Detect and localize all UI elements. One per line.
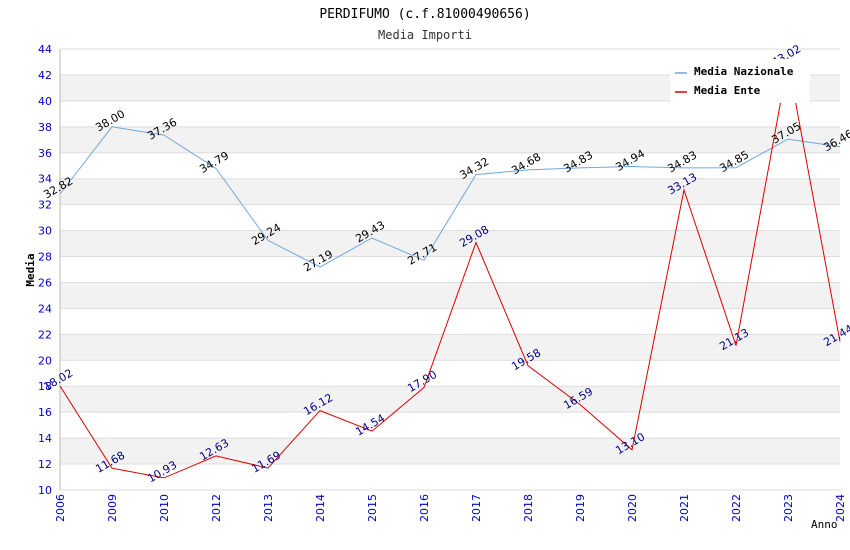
y-tick-label: 26 — [38, 276, 52, 289]
x-tick-label: 2018 — [522, 494, 535, 522]
y-tick-label: 36 — [38, 147, 52, 160]
y-tick-label: 34 — [38, 173, 52, 186]
x-tick-label: 2023 — [782, 494, 795, 522]
grid-band — [60, 282, 840, 309]
y-tick-label: 18 — [38, 380, 52, 393]
grid-lines — [60, 48, 840, 491]
legend-label-media-ente: Media Ente — [694, 84, 761, 97]
x-tick-label: 2020 — [626, 494, 639, 522]
y-tick-label: 24 — [38, 302, 52, 315]
y-axis-label: Media — [24, 253, 37, 286]
grid-bands — [60, 74, 840, 465]
x-tick-label: 2009 — [106, 494, 119, 522]
chart-subtitle: Media Importi — [378, 28, 472, 42]
x-tick-label: 2024 — [834, 494, 847, 522]
y-tick-label: 22 — [38, 328, 52, 341]
y-tick-label: 28 — [38, 251, 52, 264]
data-label: 14.54 — [353, 412, 387, 439]
x-tick-label: 2014 — [314, 494, 327, 522]
x-tick-label: 2019 — [574, 494, 587, 522]
y-tick-label: 44 — [38, 43, 52, 56]
y-tick-label: 20 — [38, 354, 52, 367]
series-line-0 — [59, 126, 841, 268]
y-tick-label: 40 — [38, 95, 52, 108]
x-tick-label: 2015 — [366, 494, 379, 522]
y-tick-label: 12 — [38, 458, 52, 471]
x-tick-label: 2022 — [730, 494, 743, 522]
grid-band — [60, 386, 840, 413]
series-line-1 — [59, 61, 841, 479]
grid-band — [60, 230, 840, 257]
x-tick-label: 2017 — [470, 494, 483, 522]
y-tick-label: 42 — [38, 69, 52, 82]
grid-band — [60, 178, 840, 205]
x-tick-label: 2013 — [262, 494, 275, 522]
x-tick-label: 2010 — [158, 494, 171, 522]
y-axis-ticks: 10 12 14 16 18 20 22 24 26 28 30 32 34 36 38 40 42 44 — [38, 43, 52, 497]
chart-title: PERDIFUMO (c.f.81000490656) — [319, 7, 530, 22]
y-tick-label: 10 — [38, 484, 52, 497]
legend: Media Nazionale Media Ente — [670, 59, 810, 103]
x-axis-ticks: 2006 2009 2010 2012 2013 2014 2015 2016 2017 2018… — [54, 494, 847, 522]
x-axis-label: Anno — [811, 518, 838, 531]
y-tick-label: 14 — [38, 432, 52, 445]
y-tick-label: 30 — [38, 225, 52, 238]
x-tick-label: 2021 — [678, 494, 691, 522]
x-tick-label: 2016 — [418, 494, 431, 522]
series-lines — [59, 61, 841, 479]
x-tick-label: 2006 — [54, 494, 67, 522]
legend-box — [670, 59, 810, 103]
data-label: 34.68 — [509, 150, 543, 177]
y-tick-label: 16 — [38, 406, 52, 419]
grid-band — [60, 438, 840, 465]
y-tick-label: 32 — [38, 199, 52, 212]
y-tick-label: 38 — [38, 121, 52, 134]
legend-label-media-nazionale: Media Nazionale — [694, 65, 794, 78]
x-tick-label: 2012 — [210, 494, 223, 522]
grid-band — [60, 334, 840, 361]
grid-band — [60, 126, 840, 153]
